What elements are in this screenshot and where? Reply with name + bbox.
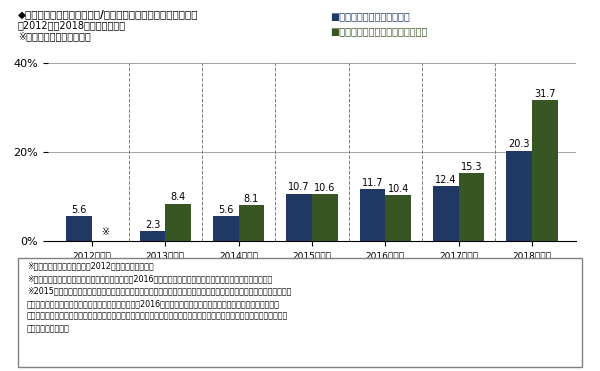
Bar	[506, 151, 532, 241]
Text: 5.6: 5.6	[218, 205, 233, 215]
Text: ※各単一回答結果より抜粋: ※各単一回答結果より抜粋	[18, 31, 91, 41]
Bar	[312, 194, 338, 241]
Text: 15.3: 15.3	[461, 162, 482, 172]
Text: ◆「自動ブレーキ」の搭載率/「ドライブレコーダー」の搭載率: ◆「自動ブレーキ」の搭載率/「ドライブレコーダー」の搭載率	[18, 9, 199, 19]
Text: 11.7: 11.7	[362, 178, 383, 188]
Text: 12.4: 12.4	[435, 175, 457, 185]
Bar	[239, 205, 265, 241]
Text: ※: ※	[101, 227, 109, 237]
Bar	[532, 100, 557, 241]
Text: 5.6: 5.6	[71, 205, 87, 215]
Text: ■「自動ブレーキ」の搭載率: ■「自動ブレーキ」の搭載率	[330, 11, 410, 21]
Bar	[140, 231, 166, 241]
Text: 10.7: 10.7	[289, 182, 310, 192]
Bar	[166, 204, 191, 241]
Text: 【2012年～2018年：経年比較】: 【2012年～2018年：経年比較】	[18, 20, 126, 30]
Text: ※「ドライブレコーダー」は2012年調査では非聴取。
※「自動ブレーキ（衝突被害軽減ブレーキ）」は2016年調査までは「衝突防止装置」の名称で聴取している。
※: ※「ドライブレコーダー」は2012年調査では非聴取。 ※「自動ブレーキ（衝突被害…	[27, 262, 292, 333]
Bar	[433, 186, 458, 241]
Bar	[359, 189, 385, 241]
Bar	[458, 173, 484, 241]
Text: 8.1: 8.1	[244, 194, 259, 204]
Text: ■「ドライブレコーダー」の搭載率: ■「ドライブレコーダー」の搭載率	[330, 26, 427, 36]
Text: 10.6: 10.6	[314, 183, 335, 193]
Text: 20.3: 20.3	[508, 139, 530, 150]
Bar	[67, 216, 92, 241]
Text: 2.3: 2.3	[145, 220, 160, 230]
Bar	[385, 195, 411, 241]
Text: 31.7: 31.7	[534, 89, 556, 99]
Text: 8.4: 8.4	[170, 193, 186, 203]
Bar	[286, 194, 312, 241]
Text: 10.4: 10.4	[388, 184, 409, 194]
Bar	[213, 216, 239, 241]
